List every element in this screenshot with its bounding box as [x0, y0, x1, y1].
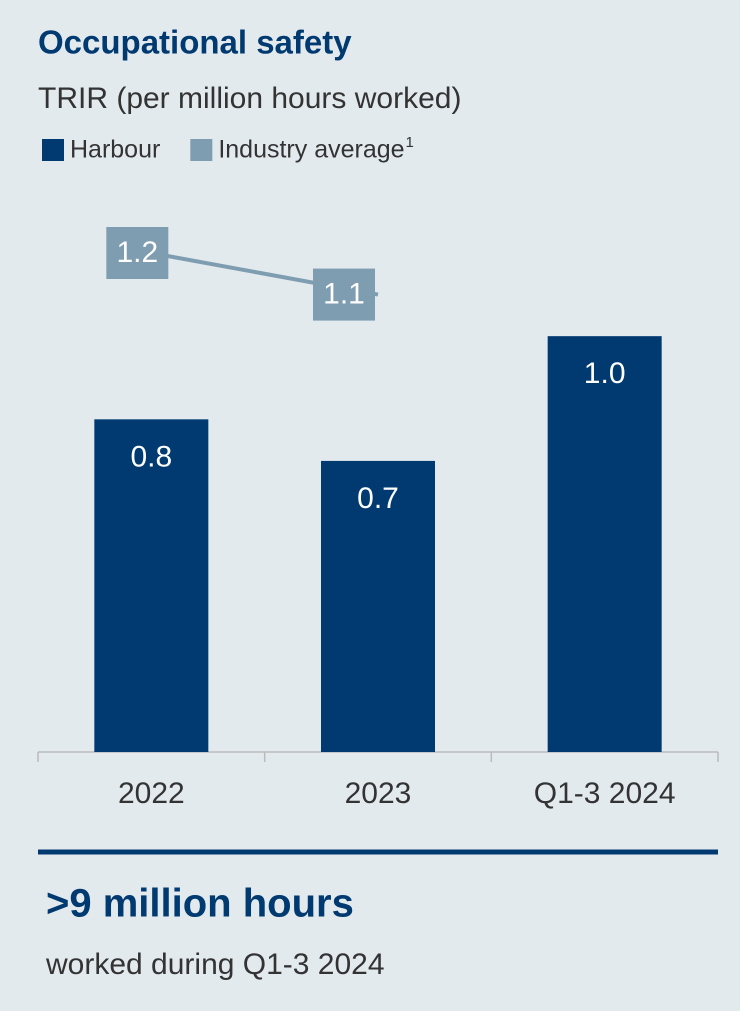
- x-tick-label: 2022: [118, 777, 185, 810]
- footer-headline: >9 million hours: [46, 882, 354, 926]
- footer-text: worked during Q1-3 2024: [45, 948, 385, 981]
- x-tick-label: 2023: [345, 777, 412, 810]
- bar-value-label: 0.7: [357, 482, 399, 515]
- legend-swatch: [42, 139, 64, 161]
- bar-value-label: 0.8: [130, 440, 172, 473]
- x-tick-label: Q1-3 2024: [534, 777, 676, 810]
- legend-label: Industry average: [218, 136, 404, 164]
- bar: [547, 336, 662, 752]
- line-value-label: 1.1: [323, 278, 365, 311]
- line-value-label: 1.2: [116, 236, 158, 269]
- legend-swatch: [190, 139, 213, 161]
- chart-subtitle: TRIR (per million hours worked): [38, 82, 461, 115]
- legend-label: Harbour: [70, 136, 160, 164]
- line-value-box: [313, 268, 375, 321]
- bar: [321, 460, 435, 752]
- bar-value-label: 1.0: [584, 357, 626, 390]
- bar: [94, 419, 209, 752]
- legend-footnote: 1: [406, 134, 414, 151]
- chart-title: Occupational safety: [38, 24, 352, 61]
- line-value-box: [106, 227, 169, 279]
